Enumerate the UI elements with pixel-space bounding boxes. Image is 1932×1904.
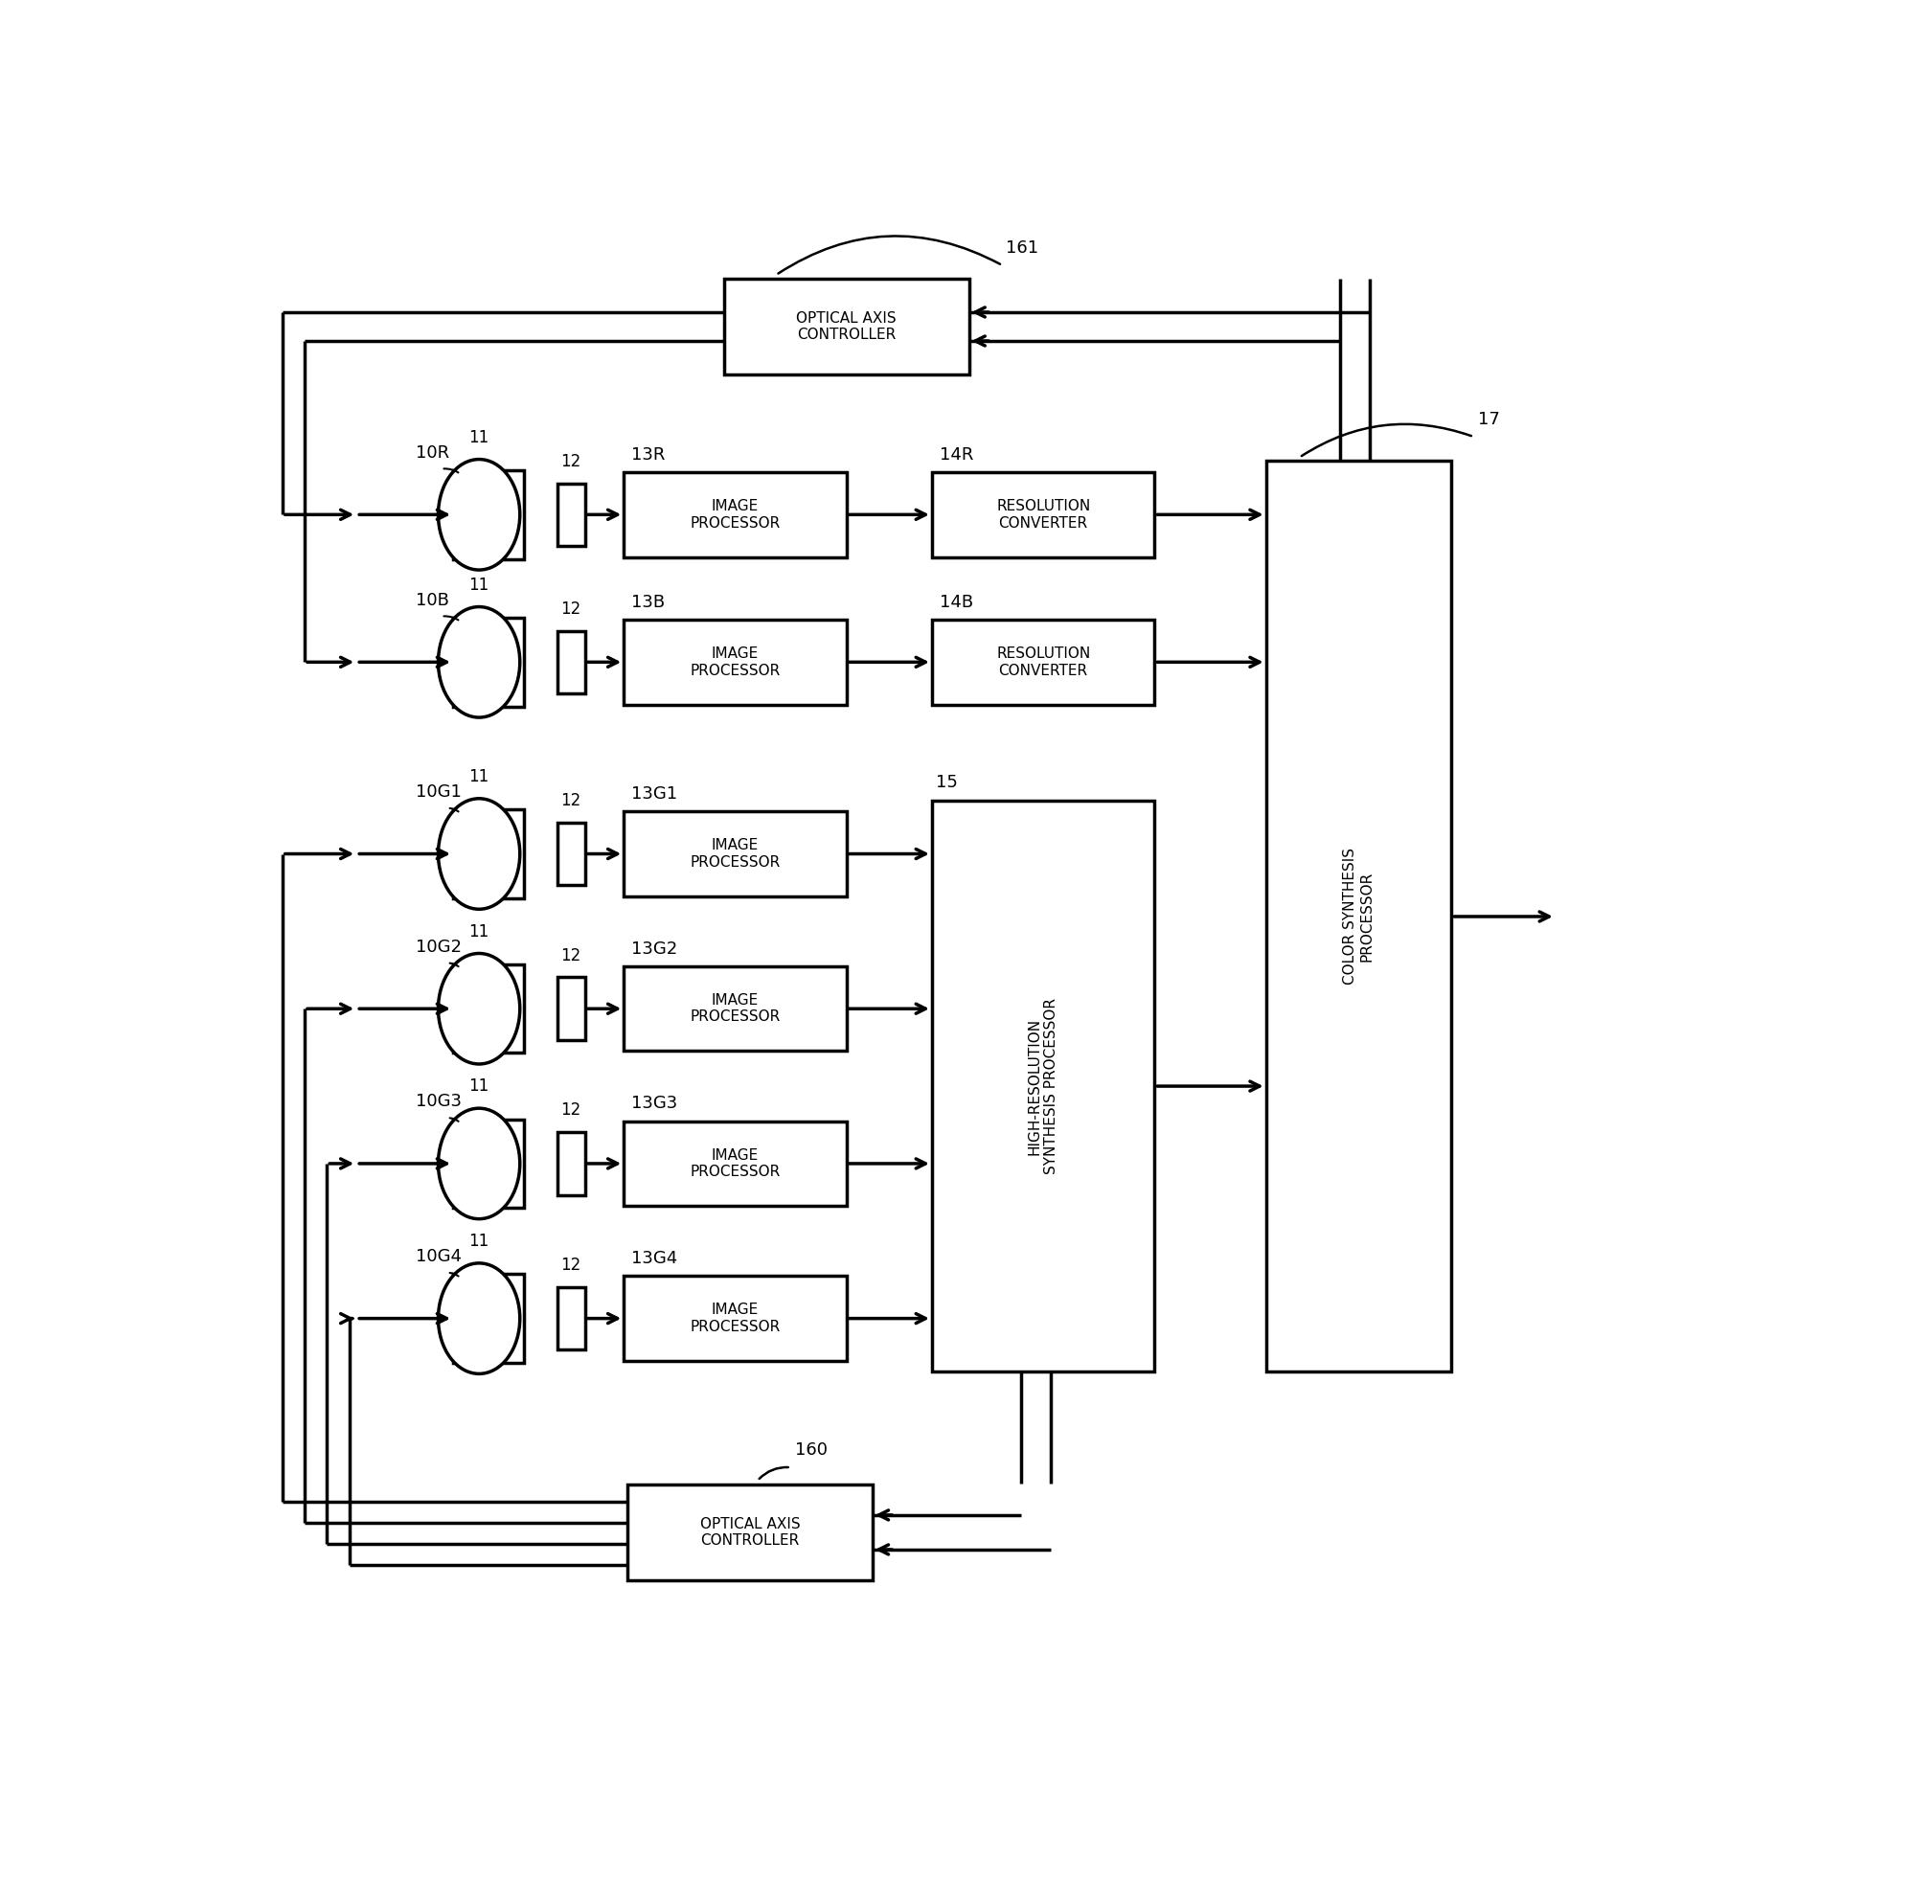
Bar xyxy=(454,470,524,560)
Text: 13G3: 13G3 xyxy=(632,1095,678,1112)
Bar xyxy=(624,811,846,897)
Text: IMAGE
PROCESSOR: IMAGE PROCESSOR xyxy=(690,1148,781,1179)
Bar xyxy=(628,1485,873,1580)
Text: 10G2: 10G2 xyxy=(415,939,462,956)
Text: 11: 11 xyxy=(469,1232,489,1249)
Text: 11: 11 xyxy=(469,923,489,941)
Text: 13G2: 13G2 xyxy=(632,941,678,958)
Bar xyxy=(624,967,846,1051)
Text: 11: 11 xyxy=(469,767,489,784)
Text: IMAGE
PROCESSOR: IMAGE PROCESSOR xyxy=(690,647,781,678)
Text: HIGH-RESOLUTION
SYNTHESIS PROCESSOR: HIGH-RESOLUTION SYNTHESIS PROCESSOR xyxy=(1028,998,1059,1175)
Text: 10R: 10R xyxy=(415,444,450,461)
Text: IMAGE
PROCESSOR: IMAGE PROCESSOR xyxy=(690,838,781,870)
Text: COLOR SYNTHESIS
PROCESSOR: COLOR SYNTHESIS PROCESSOR xyxy=(1343,847,1374,984)
Text: 161: 161 xyxy=(1007,240,1039,257)
Text: 13R: 13R xyxy=(632,446,665,463)
Text: IMAGE
PROCESSOR: IMAGE PROCESSOR xyxy=(690,994,781,1024)
Text: 13G1: 13G1 xyxy=(632,784,678,803)
Bar xyxy=(556,484,585,546)
Bar xyxy=(624,619,846,704)
Text: 13B: 13B xyxy=(632,594,665,611)
Text: 10B: 10B xyxy=(415,592,450,609)
Bar xyxy=(931,619,1155,704)
Text: 160: 160 xyxy=(794,1441,827,1458)
Ellipse shape xyxy=(439,1108,520,1219)
Ellipse shape xyxy=(439,607,520,718)
Text: 12: 12 xyxy=(560,453,582,470)
Bar xyxy=(556,823,585,885)
Ellipse shape xyxy=(439,459,520,569)
Text: 11: 11 xyxy=(469,577,489,594)
Bar xyxy=(931,472,1155,558)
Bar xyxy=(454,809,524,899)
Bar xyxy=(556,1133,585,1196)
Text: 12: 12 xyxy=(560,1257,582,1274)
Text: IMAGE
PROCESSOR: IMAGE PROCESSOR xyxy=(690,1302,781,1335)
Text: RESOLUTION
CONVERTER: RESOLUTION CONVERTER xyxy=(997,647,1090,678)
Text: 11: 11 xyxy=(469,428,489,446)
Bar xyxy=(624,472,846,558)
Text: 11: 11 xyxy=(469,1078,489,1095)
Text: RESOLUTION
CONVERTER: RESOLUTION CONVERTER xyxy=(997,499,1090,529)
Bar xyxy=(454,965,524,1053)
Bar xyxy=(624,1121,846,1205)
Text: 15: 15 xyxy=(935,775,958,792)
Text: 13G4: 13G4 xyxy=(632,1249,678,1268)
Text: 12: 12 xyxy=(560,946,582,963)
Bar xyxy=(556,977,585,1040)
Text: 10G4: 10G4 xyxy=(415,1249,462,1266)
Text: 10G3: 10G3 xyxy=(415,1093,462,1110)
Text: 17: 17 xyxy=(1478,411,1499,428)
Bar xyxy=(454,1274,524,1363)
Text: OPTICAL AXIS
CONTROLLER: OPTICAL AXIS CONTROLLER xyxy=(699,1517,800,1548)
Bar xyxy=(556,630,585,693)
Bar xyxy=(1265,461,1451,1373)
Text: 14R: 14R xyxy=(939,446,974,463)
Text: 14B: 14B xyxy=(939,594,974,611)
Text: 12: 12 xyxy=(560,600,582,617)
Text: OPTICAL AXIS
CONTROLLER: OPTICAL AXIS CONTROLLER xyxy=(796,310,896,343)
Text: 10G1: 10G1 xyxy=(415,784,462,802)
Bar xyxy=(624,1276,846,1361)
Ellipse shape xyxy=(439,1262,520,1375)
Bar xyxy=(724,278,970,375)
Text: 12: 12 xyxy=(560,792,582,809)
Bar xyxy=(454,1120,524,1207)
Bar xyxy=(556,1287,585,1350)
Text: 12: 12 xyxy=(560,1102,582,1120)
Bar xyxy=(931,800,1155,1373)
Ellipse shape xyxy=(439,954,520,1064)
Bar xyxy=(454,619,524,706)
Text: IMAGE
PROCESSOR: IMAGE PROCESSOR xyxy=(690,499,781,529)
Ellipse shape xyxy=(439,798,520,908)
